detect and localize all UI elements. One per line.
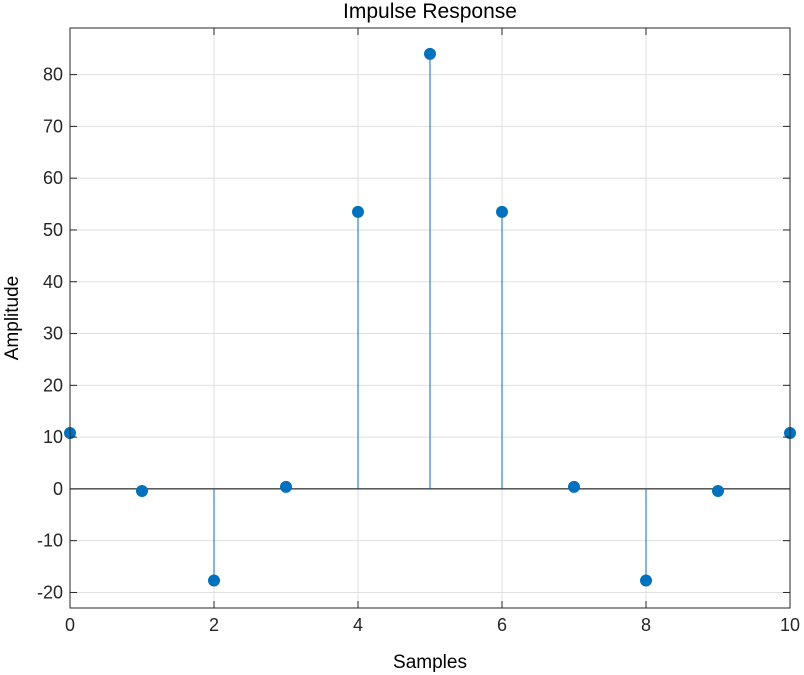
y-tick-label: 0 [53,479,63,499]
stem-marker [496,205,508,218]
y-tick-label: -10 [37,531,63,551]
y-axis-label: Amplitude [2,276,23,361]
y-tick-label: -20 [37,582,63,602]
x-tick-label: 2 [209,615,219,635]
x-tick-labels: 0 2 4 6 8 10 [65,28,800,635]
stem-marker [352,205,364,218]
stem-marker [136,484,148,497]
y-tick-label: 30 [43,324,63,344]
x-tick-label: 4 [353,615,363,635]
stem-series [64,47,796,587]
y-tick-label: 50 [43,220,63,240]
stem-marker [640,574,652,587]
x-axis-label: Samples [393,652,467,673]
x-tick-label: 6 [497,615,507,635]
y-tick-label: 10 [43,427,63,447]
stem-marker [208,574,220,587]
stem-marker [568,480,580,493]
stem-marker [424,47,436,60]
stem-marker [712,484,724,497]
x-tick-label: 0 [65,615,75,635]
y-tick-label: 70 [43,116,63,136]
x-tick-label: 8 [641,615,651,635]
y-tick-label: 20 [43,375,63,395]
y-tick-label: 40 [43,272,63,292]
y-tick-label: 80 [43,65,63,85]
y-tick-labels: -20 -10 0 10 20 30 40 50 60 70 80 [37,65,790,602]
chart-title: Impulse Response [343,0,517,23]
plot-frame [69,27,791,609]
stem-marker [280,480,292,493]
y-tick-label: 60 [43,168,63,188]
x-tick-label: 10 [780,615,800,635]
